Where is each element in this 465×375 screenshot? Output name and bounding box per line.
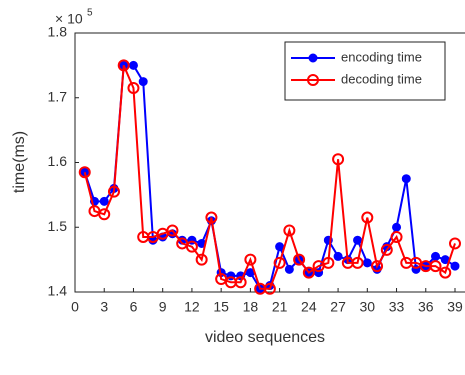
y-axis-label: time(ms) bbox=[11, 131, 28, 193]
data-point bbox=[431, 251, 441, 261]
plot bbox=[78, 59, 461, 295]
legend: encoding time decoding time bbox=[284, 41, 446, 101]
data-point bbox=[293, 253, 306, 266]
data-point bbox=[127, 82, 140, 95]
legend-box bbox=[284, 41, 446, 101]
data-point bbox=[390, 230, 403, 243]
data-point bbox=[371, 260, 384, 273]
data-point bbox=[107, 185, 120, 198]
data-point bbox=[138, 77, 148, 87]
data-point bbox=[245, 268, 255, 278]
y-tick-label: 1.6 bbox=[48, 153, 68, 169]
data-point bbox=[98, 208, 111, 221]
x-tick-label: 9 bbox=[159, 299, 167, 315]
data-point bbox=[128, 60, 138, 70]
y-multiplier-base: × 10 bbox=[55, 11, 83, 27]
legend-marker bbox=[308, 53, 318, 63]
data-point bbox=[273, 256, 286, 269]
data-point bbox=[185, 240, 198, 253]
x-tick-label: 12 bbox=[184, 299, 200, 315]
x-tick-label: 6 bbox=[130, 299, 138, 315]
data-point bbox=[361, 211, 374, 224]
x-tick-label: 3 bbox=[100, 299, 108, 315]
data-point bbox=[429, 260, 442, 273]
x-tick-label: 27 bbox=[330, 299, 346, 315]
x-axis-label: video sequences bbox=[205, 329, 325, 346]
data-point bbox=[284, 264, 294, 274]
y-multiplier-exponent: 5 bbox=[87, 8, 93, 19]
data-point bbox=[283, 224, 296, 237]
data-point bbox=[332, 153, 345, 166]
data-point bbox=[392, 222, 402, 232]
data-point bbox=[78, 166, 91, 179]
data-point bbox=[351, 256, 364, 269]
data-point bbox=[439, 266, 452, 279]
data-point bbox=[166, 224, 179, 237]
data-point bbox=[234, 276, 247, 289]
x-tick-label: 33 bbox=[389, 299, 405, 315]
y-tick-label: 1.4 bbox=[48, 283, 68, 299]
x-tick-label: 0 bbox=[71, 299, 79, 315]
data-point bbox=[205, 211, 218, 224]
data-point bbox=[353, 235, 363, 245]
data-point bbox=[275, 242, 285, 252]
data-point bbox=[263, 282, 276, 295]
y-tick-label: 1.5 bbox=[48, 218, 68, 234]
data-point bbox=[322, 256, 335, 269]
y-tick-label: 1.7 bbox=[48, 88, 68, 104]
legend-label: decoding time bbox=[341, 71, 422, 86]
data-point bbox=[362, 258, 372, 268]
legend-label: encoding time bbox=[341, 49, 422, 64]
y-tick-label: 1.8 bbox=[48, 24, 68, 40]
data-point bbox=[244, 253, 257, 266]
x-tick-label: 18 bbox=[243, 299, 259, 315]
x-tick-label: 24 bbox=[301, 299, 317, 315]
legend-marker bbox=[307, 74, 319, 86]
data-point bbox=[401, 174, 411, 184]
x-tick-label: 36 bbox=[418, 299, 434, 315]
data-point bbox=[449, 237, 461, 250]
data-point bbox=[450, 261, 460, 271]
x-tick-label: 30 bbox=[360, 299, 376, 315]
data-point bbox=[99, 196, 109, 206]
x-tick-label: 39 bbox=[447, 299, 463, 315]
data-point bbox=[440, 255, 450, 265]
data-point bbox=[333, 251, 343, 261]
data-point bbox=[380, 243, 393, 256]
data-point bbox=[195, 253, 208, 266]
x-tick-label: 15 bbox=[213, 299, 229, 315]
data-point bbox=[302, 266, 315, 279]
data-point bbox=[117, 59, 130, 72]
x-tick-label: 21 bbox=[272, 299, 288, 315]
